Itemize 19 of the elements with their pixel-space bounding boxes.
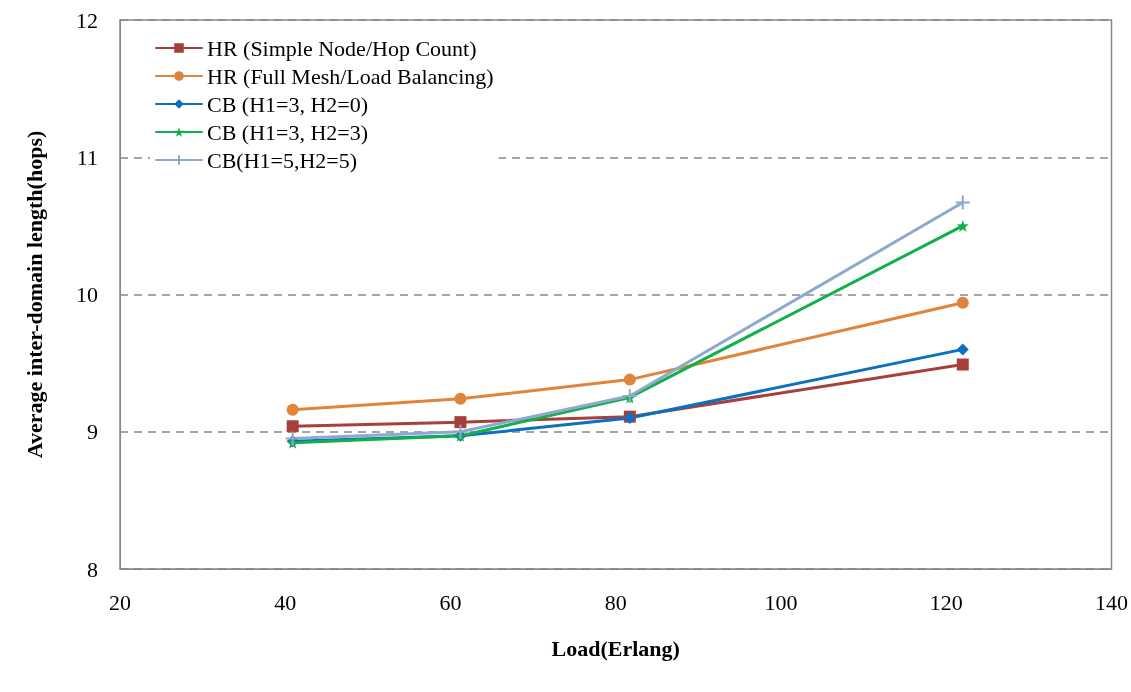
x-tick-label: 80 bbox=[604, 589, 627, 615]
legend-label: HR (Simple Node/Hop Count) bbox=[207, 35, 477, 61]
legend-label: CB(H1=5,H2=5) bbox=[207, 147, 358, 173]
y-tick-label: 12 bbox=[76, 7, 98, 33]
x-tick-label: 60 bbox=[439, 589, 462, 615]
y-tick-label: 10 bbox=[76, 282, 98, 307]
legend-label: CB (H1=3, H2=3) bbox=[207, 119, 369, 145]
x-tick-label: 120 bbox=[929, 589, 963, 615]
x-axis-title: Load(Erlang) bbox=[551, 635, 680, 661]
x-tick-label: 140 bbox=[1095, 589, 1128, 615]
y-tick-label: 9 bbox=[87, 419, 98, 445]
y-axis-title: Average inter-domain length(hops) bbox=[21, 130, 47, 459]
y-tick-label: 11 bbox=[76, 144, 98, 170]
x-tick-label: 20 bbox=[109, 589, 131, 615]
legend-label: CB (H1=3, H2=0) bbox=[207, 91, 369, 117]
x-tick-label: 100 bbox=[764, 589, 798, 615]
x-tick-label: 40 bbox=[274, 589, 297, 615]
y-tick-label: 8 bbox=[87, 556, 98, 582]
legend-label: HR (Full Mesh/Load Balancing) bbox=[207, 63, 494, 89]
